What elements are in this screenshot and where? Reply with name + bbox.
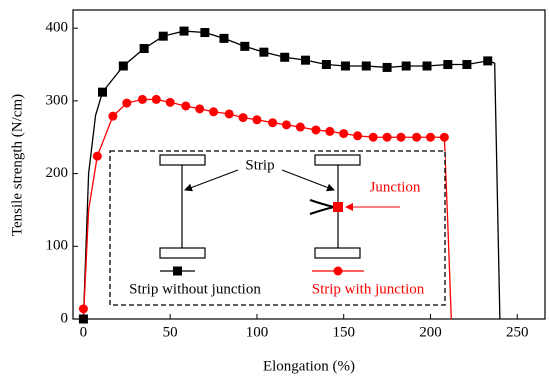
marker (412, 132, 422, 142)
y-tick-label: 400 (46, 20, 69, 36)
marker (252, 115, 262, 125)
marker (443, 60, 453, 70)
marker (122, 98, 132, 108)
marker (78, 304, 88, 314)
marker (382, 132, 392, 142)
plot-area (78, 26, 501, 324)
marker (422, 61, 432, 71)
x-tick-label: 100 (246, 324, 269, 340)
marker (209, 107, 219, 117)
marker (340, 61, 350, 71)
marker (173, 266, 182, 276)
marker (240, 41, 250, 51)
x-tick-label: 0 (80, 324, 88, 340)
marker (325, 126, 335, 136)
marker (108, 111, 118, 121)
marker (179, 26, 189, 36)
junction-marker (333, 202, 343, 212)
marker (268, 118, 278, 128)
legend: Strip without junction Strip with junctio… (129, 266, 425, 297)
inset-box (109, 150, 446, 306)
marker (462, 60, 472, 70)
marker (195, 104, 205, 114)
marker (361, 61, 371, 71)
marker (151, 94, 161, 104)
x-tick-label: 150 (332, 324, 355, 340)
marker (92, 151, 102, 161)
marker (339, 129, 349, 139)
marker (353, 131, 363, 141)
marker (118, 61, 128, 71)
legend-label: Strip without junction (129, 281, 261, 297)
inset: Strip Junction (109, 150, 446, 306)
marker (219, 33, 229, 43)
strip-plain (159, 154, 206, 259)
x-tick-label: 50 (163, 324, 178, 340)
marker (259, 47, 269, 57)
marker (401, 61, 411, 71)
marker (425, 132, 435, 142)
y-tick-label: 300 (46, 92, 69, 108)
marker (382, 62, 392, 72)
marker (396, 132, 406, 142)
marker (98, 87, 107, 97)
marker (295, 122, 305, 132)
marker (158, 31, 168, 41)
marker (200, 28, 210, 38)
y-tick-label: 200 (46, 165, 69, 181)
marker (483, 56, 493, 66)
annotation: Junction (370, 179, 421, 195)
arrow (281, 169, 335, 192)
marker (333, 266, 343, 276)
marker (224, 109, 234, 119)
marker (321, 60, 331, 70)
marker (165, 97, 175, 107)
marker (137, 94, 147, 104)
marker (368, 132, 378, 142)
marker (181, 101, 191, 111)
annotation: Strip (245, 157, 274, 173)
arrow (184, 169, 239, 192)
plot-frame (72, 9, 546, 320)
y-tick-label: 100 (46, 238, 69, 254)
y-axis-label: Tensile strength (N/cm) (9, 94, 25, 236)
marker (301, 55, 311, 65)
marker (238, 113, 248, 123)
marker (439, 132, 449, 142)
x-tick-label: 250 (506, 324, 529, 340)
marker (311, 125, 321, 135)
x-axis-label: Elongation (%) (263, 358, 355, 374)
x-tick-label: 200 (419, 324, 442, 340)
marker (281, 120, 291, 130)
marker (280, 52, 290, 62)
marker (139, 44, 149, 54)
legend-label: Strip with junction (312, 281, 425, 297)
y-tick-label: 0 (61, 310, 69, 326)
